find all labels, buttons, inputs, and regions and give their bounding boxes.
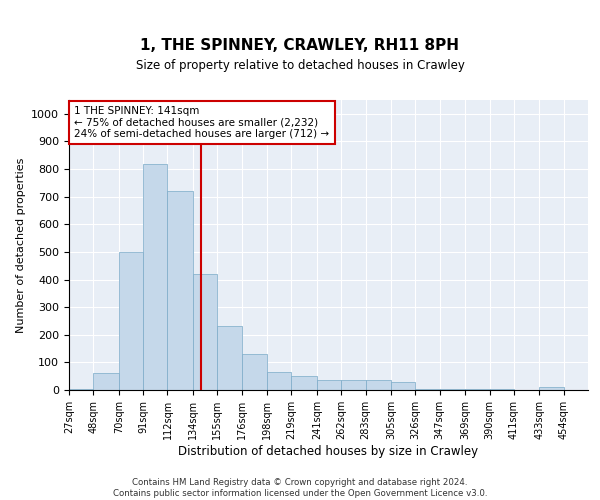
Bar — [317, 380, 341, 390]
Text: Size of property relative to detached houses in Crawley: Size of property relative to detached ho… — [136, 60, 464, 72]
Bar — [415, 388, 440, 390]
Bar — [267, 372, 292, 390]
Bar — [193, 274, 217, 390]
Bar — [242, 354, 267, 390]
Bar — [94, 374, 119, 390]
Y-axis label: Number of detached properties: Number of detached properties — [16, 158, 26, 332]
Bar — [217, 326, 242, 390]
Text: 1, THE SPINNEY, CRAWLEY, RH11 8PH: 1, THE SPINNEY, CRAWLEY, RH11 8PH — [140, 38, 460, 52]
Bar — [341, 380, 365, 390]
X-axis label: Distribution of detached houses by size in Crawley: Distribution of detached houses by size … — [178, 444, 479, 458]
Bar — [119, 252, 143, 390]
Bar — [167, 191, 193, 390]
Bar — [391, 382, 415, 390]
Bar — [490, 388, 514, 390]
Text: Contains HM Land Registry data © Crown copyright and database right 2024.
Contai: Contains HM Land Registry data © Crown c… — [113, 478, 487, 498]
Bar — [365, 380, 391, 390]
Bar — [143, 164, 167, 390]
Text: 1 THE SPINNEY: 141sqm
← 75% of detached houses are smaller (2,232)
24% of semi-d: 1 THE SPINNEY: 141sqm ← 75% of detached … — [74, 106, 329, 139]
Bar — [465, 388, 490, 390]
Bar — [539, 387, 563, 390]
Bar — [69, 388, 94, 390]
Bar — [292, 376, 317, 390]
Bar — [440, 388, 465, 390]
